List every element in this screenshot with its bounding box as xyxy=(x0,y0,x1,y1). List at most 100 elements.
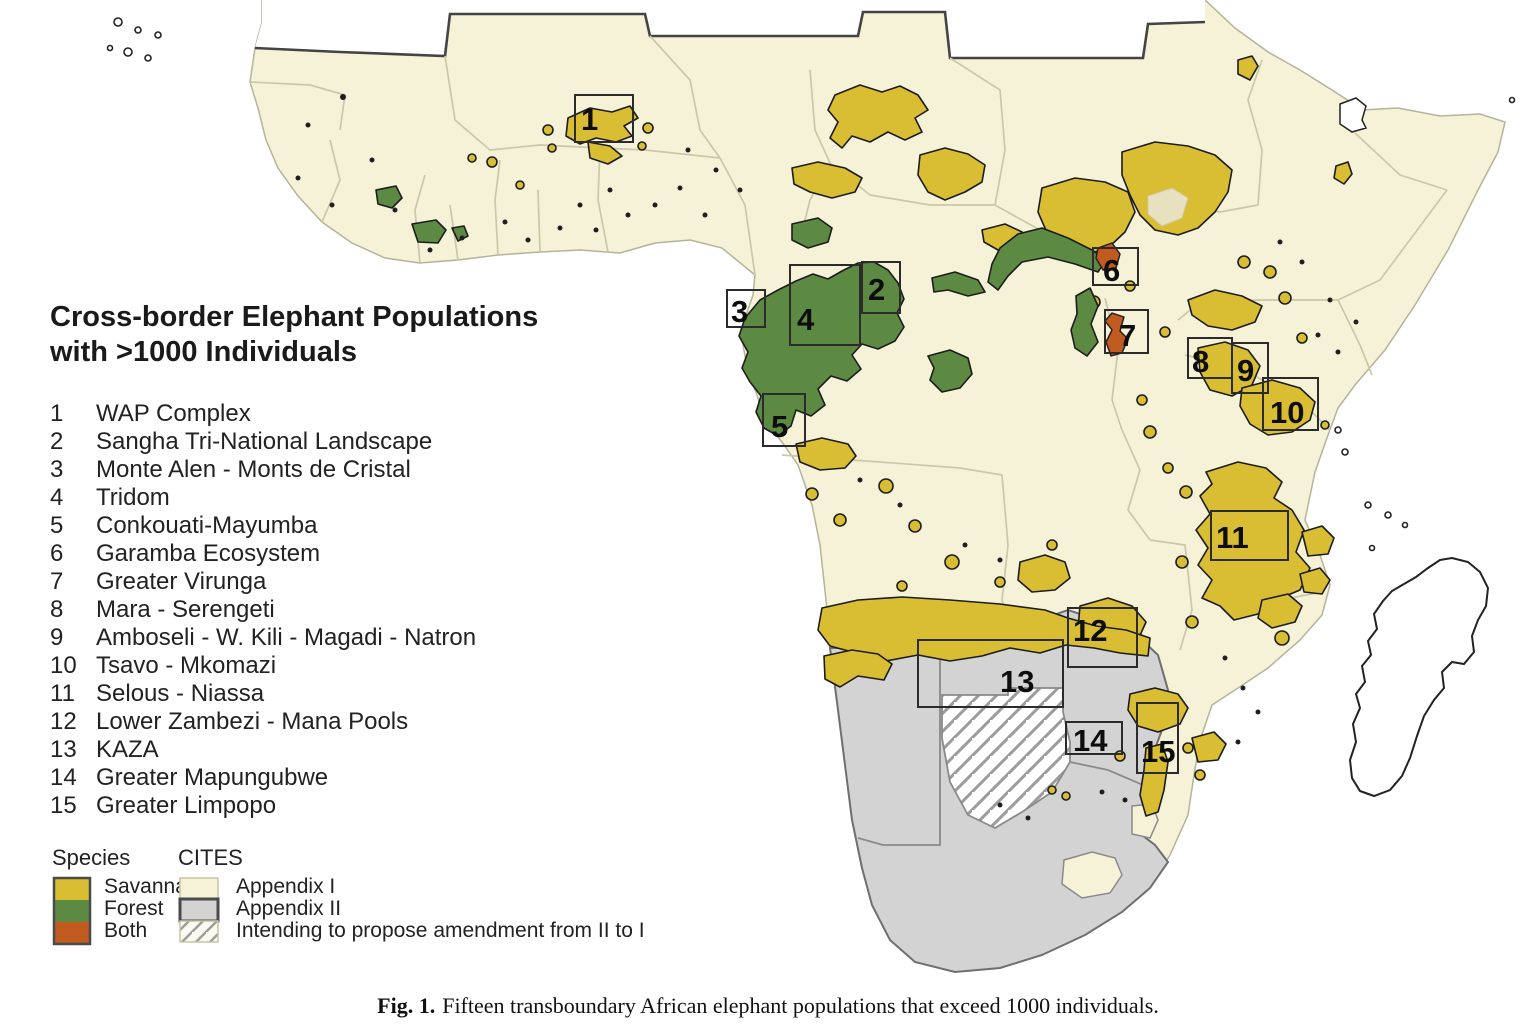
cites-label-appendix1: Appendix I xyxy=(236,875,336,898)
population-number: 11 xyxy=(50,680,75,707)
map-marker-7: 7 xyxy=(1104,309,1149,354)
map-marker-4: 4 xyxy=(789,264,861,346)
population-number: 5 xyxy=(50,512,64,539)
svg-text:4: 4 xyxy=(797,302,815,337)
small-range-specks xyxy=(295,94,1359,821)
list-item: 7 Greater Virunga xyxy=(50,568,476,596)
population-markers: 1 2 3 4 5 6 7 8 xyxy=(574,94,1319,774)
population-name: Greater Mapungubwe xyxy=(96,764,329,791)
svg-text:8: 8 xyxy=(1192,344,1209,379)
population-name: Amboseli - W. Kili - Magadi - Natron xyxy=(96,624,477,651)
map-marker-3: 3 xyxy=(726,289,766,329)
population-name: Conkouati-Mayumba xyxy=(96,512,318,539)
cape-verde-islands xyxy=(106,17,162,62)
population-name: Greater Limpopo xyxy=(96,792,277,819)
cites-label-amendment: Intending to propose amendment from II t… xyxy=(236,919,645,942)
population-number: 14 xyxy=(50,764,77,791)
cites-legend-header: CITES xyxy=(178,845,243,870)
population-name: Mara - Serengeti xyxy=(96,596,275,623)
svg-text:11: 11 xyxy=(1216,520,1249,555)
population-name: Garamba Ecosystem xyxy=(96,540,321,567)
population-number: 4 xyxy=(50,484,64,511)
population-name: Tridom xyxy=(96,484,170,511)
figure-caption: Fig. 1. Fifteen transboundary African ele… xyxy=(0,993,1536,1019)
species-swatch xyxy=(52,876,92,946)
population-number: 10 xyxy=(50,652,77,679)
population-name: Selous - Niassa xyxy=(96,680,265,707)
population-name: Sangha Tri-National Landscape xyxy=(96,428,433,455)
svg-text:3: 3 xyxy=(731,294,748,329)
map-marker-10: 10 xyxy=(1262,377,1319,431)
population-name: KAZA xyxy=(96,736,159,763)
figure-title-line2: with >1000 Individuals xyxy=(50,336,358,368)
population-number: 6 xyxy=(50,540,64,567)
svg-text:15: 15 xyxy=(1141,734,1175,769)
figure-title: Cross-border Elephant Populations with >… xyxy=(50,300,538,370)
species-legend: Species Savanna Forest Both xyxy=(52,845,187,946)
population-number: 9 xyxy=(50,624,64,651)
map-marker-14: 14 xyxy=(1065,721,1123,758)
svg-text:6: 6 xyxy=(1103,253,1120,288)
svg-text:12: 12 xyxy=(1073,613,1107,648)
species-label-savanna: Savanna xyxy=(104,875,187,898)
lesotho-region xyxy=(1061,851,1123,899)
population-name: Monte Alen - Monts de Cristal xyxy=(96,456,411,483)
figure-title-line1: Cross-border Elephant Populations xyxy=(50,301,539,333)
svg-text:14: 14 xyxy=(1073,723,1108,758)
list-item: 3 Monte Alen - Monts de Cristal xyxy=(50,456,476,484)
list-item: 9 Amboseli - W. Kili - Magadi - Natron xyxy=(50,624,476,652)
map-marker-1: 1 xyxy=(574,94,634,143)
list-item: 1 WAP Complex xyxy=(50,400,476,428)
population-number: 12 xyxy=(50,708,77,735)
list-item: 15 Greater Limpopo xyxy=(50,792,476,820)
species-label-both: Both xyxy=(104,919,148,942)
list-item: 6 Garamba Ecosystem xyxy=(50,540,476,568)
cites-label-appendix2: Appendix II xyxy=(236,897,342,920)
population-number: 15 xyxy=(50,792,77,819)
population-number: 1 xyxy=(50,400,64,427)
indian-ocean-islands xyxy=(1334,96,1516,552)
list-item: 11 Selous - Niassa xyxy=(50,680,476,708)
population-name: Lower Zambezi - Mana Pools xyxy=(96,708,409,735)
species-label-forest: Forest xyxy=(104,897,164,920)
population-list: 1 WAP Complex 2 Sangha Tri-National Landsc… xyxy=(50,400,476,820)
list-item: 13 KAZA xyxy=(50,736,476,764)
map-marker-6: 6 xyxy=(1092,247,1139,288)
svg-text:13: 13 xyxy=(1000,664,1034,699)
both-species-range-patches xyxy=(1095,242,1129,357)
population-number: 7 xyxy=(50,568,64,595)
population-number: 3 xyxy=(50,456,64,483)
list-item: 14 Greater Mapungubwe xyxy=(50,764,476,792)
population-name: WAP Complex xyxy=(96,400,251,427)
population-name: Greater Virunga xyxy=(96,568,267,595)
map-marker-5: 5 xyxy=(762,393,806,447)
svg-text:7: 7 xyxy=(1119,318,1136,353)
list-item: 12 Lower Zambezi - Mana Pools xyxy=(50,708,476,736)
list-item: 8 Mara - Serengeti xyxy=(50,596,476,624)
map-marker-15: 15 xyxy=(1136,702,1179,774)
map-marker-2: 2 xyxy=(861,261,901,314)
madagascar-outline xyxy=(1348,556,1490,798)
list-item: 10 Tsavo - Mkomazi xyxy=(50,652,476,680)
svg-text:9: 9 xyxy=(1237,353,1254,388)
population-number: 8 xyxy=(50,596,64,623)
list-item: 4 Tridom xyxy=(50,484,476,512)
map-marker-13: 13 xyxy=(917,639,1064,708)
map-marker-9: 9 xyxy=(1231,342,1269,394)
list-item: 2 Sangha Tri-National Landscape xyxy=(50,428,476,456)
population-name: Tsavo - Mkomazi xyxy=(96,652,277,679)
map-marker-11: 11 xyxy=(1210,510,1289,561)
species-legend-header: Species xyxy=(52,845,131,870)
list-item: 5 Conkouati-Mayumba xyxy=(50,512,476,540)
cites-swatch xyxy=(178,877,220,943)
svg-text:1: 1 xyxy=(581,102,598,137)
djibouti-region xyxy=(1339,97,1368,133)
svg-text:2: 2 xyxy=(868,272,885,307)
cites-legend: CITES Appendix I Appendix II Intending t… xyxy=(178,845,645,946)
savanna-range-patches xyxy=(467,55,1353,817)
svg-text:5: 5 xyxy=(771,409,788,444)
map-marker-12: 12 xyxy=(1067,607,1138,668)
population-number: 13 xyxy=(50,736,77,763)
